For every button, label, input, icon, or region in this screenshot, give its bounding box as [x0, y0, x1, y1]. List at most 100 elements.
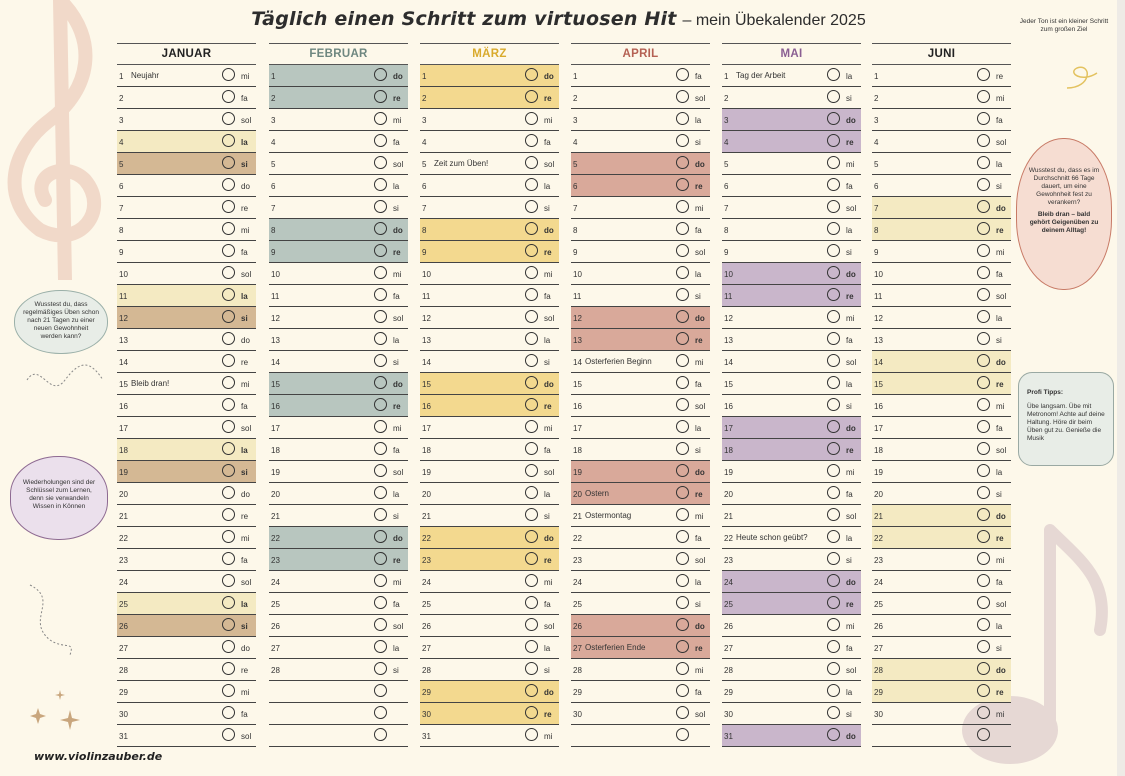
practice-checkbox[interactable]: [222, 728, 235, 741]
practice-checkbox[interactable]: [977, 178, 990, 191]
practice-checkbox[interactable]: [977, 596, 990, 609]
practice-checkbox[interactable]: [827, 178, 840, 191]
practice-checkbox[interactable]: [525, 332, 538, 345]
practice-checkbox[interactable]: [676, 156, 689, 169]
practice-checkbox[interactable]: [676, 310, 689, 323]
practice-checkbox[interactable]: [676, 442, 689, 455]
practice-checkbox[interactable]: [525, 728, 538, 741]
practice-checkbox[interactable]: [222, 310, 235, 323]
practice-checkbox[interactable]: [827, 728, 840, 741]
practice-checkbox[interactable]: [374, 266, 387, 279]
practice-checkbox[interactable]: [676, 728, 689, 741]
practice-checkbox[interactable]: [374, 156, 387, 169]
practice-checkbox[interactable]: [676, 662, 689, 675]
practice-checkbox[interactable]: [374, 486, 387, 499]
practice-checkbox[interactable]: [374, 728, 387, 741]
practice-checkbox[interactable]: [676, 640, 689, 653]
practice-checkbox[interactable]: [676, 90, 689, 103]
practice-checkbox[interactable]: [676, 574, 689, 587]
practice-checkbox[interactable]: [827, 706, 840, 719]
practice-checkbox[interactable]: [977, 112, 990, 125]
practice-checkbox[interactable]: [827, 354, 840, 367]
practice-checkbox[interactable]: [222, 486, 235, 499]
practice-checkbox[interactable]: [222, 530, 235, 543]
practice-checkbox[interactable]: [525, 134, 538, 147]
practice-checkbox[interactable]: [374, 112, 387, 125]
practice-checkbox[interactable]: [676, 376, 689, 389]
practice-checkbox[interactable]: [827, 684, 840, 697]
practice-checkbox[interactable]: [827, 420, 840, 433]
practice-checkbox[interactable]: [977, 574, 990, 587]
practice-checkbox[interactable]: [525, 178, 538, 191]
practice-checkbox[interactable]: [374, 574, 387, 587]
practice-checkbox[interactable]: [676, 134, 689, 147]
practice-checkbox[interactable]: [525, 662, 538, 675]
practice-checkbox[interactable]: [977, 376, 990, 389]
practice-checkbox[interactable]: [222, 640, 235, 653]
practice-checkbox[interactable]: [525, 684, 538, 697]
practice-checkbox[interactable]: [374, 354, 387, 367]
practice-checkbox[interactable]: [525, 464, 538, 477]
practice-checkbox[interactable]: [827, 90, 840, 103]
practice-checkbox[interactable]: [827, 288, 840, 301]
practice-checkbox[interactable]: [374, 222, 387, 235]
practice-checkbox[interactable]: [827, 332, 840, 345]
practice-checkbox[interactable]: [977, 354, 990, 367]
practice-checkbox[interactable]: [827, 530, 840, 543]
practice-checkbox[interactable]: [374, 706, 387, 719]
practice-checkbox[interactable]: [676, 68, 689, 81]
practice-checkbox[interactable]: [525, 508, 538, 521]
practice-checkbox[interactable]: [222, 618, 235, 631]
practice-checkbox[interactable]: [676, 178, 689, 191]
practice-checkbox[interactable]: [374, 178, 387, 191]
practice-checkbox[interactable]: [374, 640, 387, 653]
practice-checkbox[interactable]: [676, 420, 689, 433]
practice-checkbox[interactable]: [525, 552, 538, 565]
practice-checkbox[interactable]: [676, 706, 689, 719]
practice-checkbox[interactable]: [977, 310, 990, 323]
practice-checkbox[interactable]: [827, 134, 840, 147]
practice-checkbox[interactable]: [222, 244, 235, 257]
practice-checkbox[interactable]: [827, 68, 840, 81]
practice-checkbox[interactable]: [676, 222, 689, 235]
practice-checkbox[interactable]: [374, 376, 387, 389]
practice-checkbox[interactable]: [374, 662, 387, 675]
practice-checkbox[interactable]: [222, 222, 235, 235]
practice-checkbox[interactable]: [374, 464, 387, 477]
practice-checkbox[interactable]: [977, 222, 990, 235]
footer-url[interactable]: www.violinzauber.de: [34, 750, 163, 763]
practice-checkbox[interactable]: [374, 244, 387, 257]
practice-checkbox[interactable]: [977, 640, 990, 653]
practice-checkbox[interactable]: [676, 508, 689, 521]
practice-checkbox[interactable]: [676, 464, 689, 477]
practice-checkbox[interactable]: [374, 442, 387, 455]
practice-checkbox[interactable]: [977, 442, 990, 455]
practice-checkbox[interactable]: [676, 200, 689, 213]
practice-checkbox[interactable]: [977, 618, 990, 631]
practice-checkbox[interactable]: [827, 508, 840, 521]
practice-checkbox[interactable]: [525, 288, 538, 301]
practice-checkbox[interactable]: [827, 662, 840, 675]
practice-checkbox[interactable]: [827, 310, 840, 323]
practice-checkbox[interactable]: [676, 112, 689, 125]
practice-checkbox[interactable]: [525, 596, 538, 609]
practice-checkbox[interactable]: [977, 728, 990, 741]
practice-checkbox[interactable]: [977, 266, 990, 279]
practice-checkbox[interactable]: [525, 398, 538, 411]
practice-checkbox[interactable]: [827, 574, 840, 587]
practice-checkbox[interactable]: [977, 530, 990, 543]
practice-checkbox[interactable]: [977, 332, 990, 345]
practice-checkbox[interactable]: [222, 420, 235, 433]
practice-checkbox[interactable]: [827, 266, 840, 279]
practice-checkbox[interactable]: [977, 200, 990, 213]
practice-checkbox[interactable]: [977, 68, 990, 81]
practice-checkbox[interactable]: [525, 112, 538, 125]
practice-checkbox[interactable]: [222, 464, 235, 477]
practice-checkbox[interactable]: [222, 398, 235, 411]
practice-checkbox[interactable]: [222, 574, 235, 587]
practice-checkbox[interactable]: [374, 508, 387, 521]
practice-checkbox[interactable]: [977, 398, 990, 411]
practice-checkbox[interactable]: [676, 244, 689, 257]
practice-checkbox[interactable]: [222, 288, 235, 301]
practice-checkbox[interactable]: [525, 574, 538, 587]
